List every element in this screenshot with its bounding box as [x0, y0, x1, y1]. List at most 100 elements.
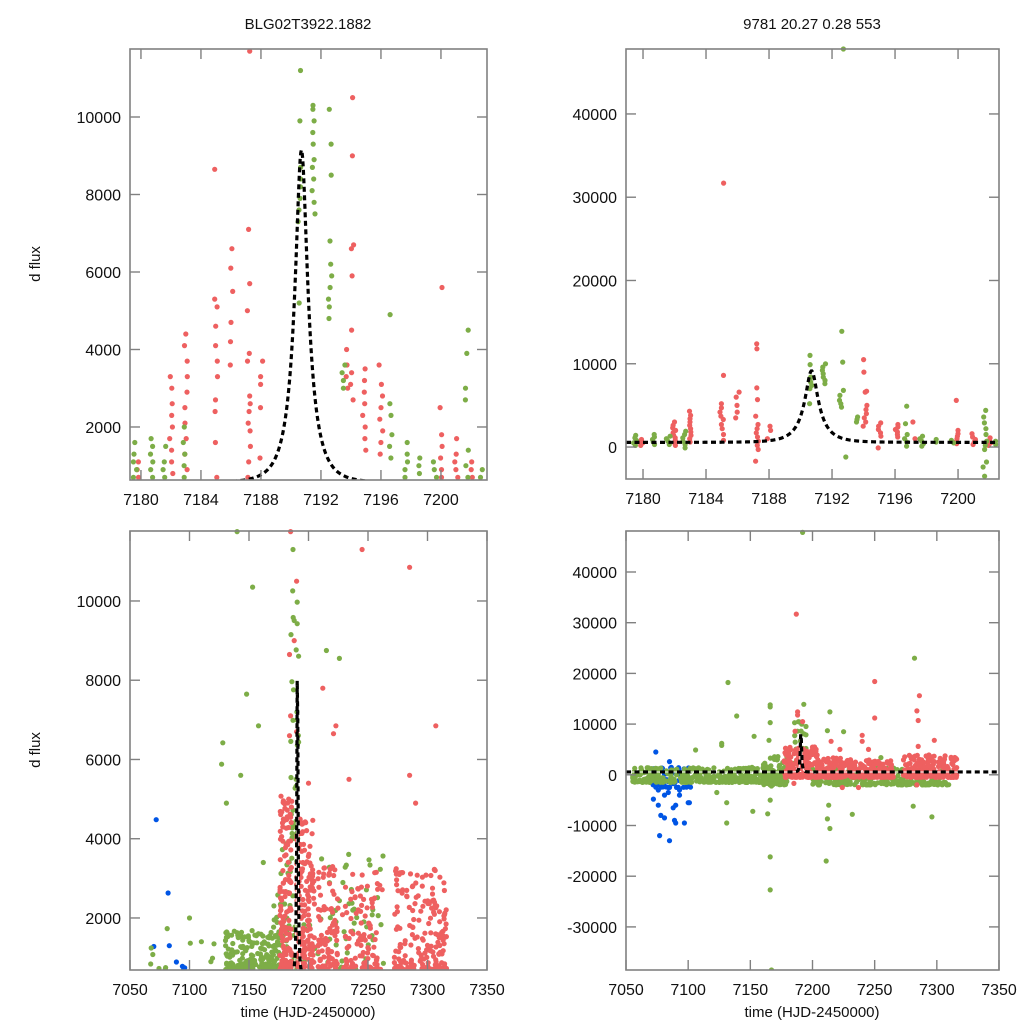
- data-point-red: [375, 886, 381, 892]
- data-point-blue: [676, 792, 683, 798]
- data-point-red: [671, 419, 678, 425]
- data-point-green: [134, 467, 140, 473]
- data-point-red: [317, 957, 323, 963]
- y-tick-label: 2000: [85, 911, 121, 928]
- data-point-green: [826, 802, 832, 808]
- y-axis-label: d flux: [27, 246, 44, 282]
- data-point-red: [359, 546, 365, 553]
- data-point-red: [309, 873, 316, 879]
- data-point-green: [657, 779, 664, 785]
- data-point-red: [433, 959, 439, 965]
- data-point-green: [258, 957, 264, 963]
- data-point-red: [438, 455, 444, 461]
- data-point-red: [369, 904, 375, 910]
- data-point-green: [839, 328, 845, 334]
- data-point-red: [411, 916, 417, 923]
- data-point-green: [902, 421, 909, 427]
- data-point-red: [309, 831, 315, 837]
- data-point-red: [283, 960, 289, 966]
- data-point-red: [258, 374, 264, 380]
- data-point-green: [258, 945, 264, 951]
- data-point-green: [904, 443, 910, 449]
- data-point-green: [404, 451, 410, 457]
- data-point-red: [169, 385, 175, 391]
- data-point-green: [181, 463, 187, 469]
- data-point-red: [442, 926, 448, 932]
- data-point-red: [214, 374, 221, 380]
- data-point-red: [280, 938, 286, 944]
- data-point-green: [682, 777, 688, 783]
- data-point-red: [442, 934, 448, 940]
- data-point-green: [651, 431, 657, 438]
- data-point-red: [344, 959, 350, 965]
- data-point-green: [724, 820, 730, 826]
- data-point-red: [330, 864, 336, 870]
- data-point-green: [929, 814, 935, 820]
- data-point-green: [911, 655, 918, 661]
- data-point-green: [255, 950, 261, 957]
- data-point-green: [310, 129, 316, 136]
- data-point-red: [288, 963, 294, 969]
- data-point-green: [180, 439, 186, 446]
- data-point-green: [238, 772, 244, 778]
- data-point-red: [245, 420, 251, 426]
- data-point-red: [987, 435, 993, 441]
- data-point-red: [900, 757, 907, 763]
- data-point-red: [393, 866, 399, 872]
- data-point-red: [279, 809, 285, 815]
- data-point-green: [341, 929, 347, 935]
- y-tick-label: 10000: [573, 357, 618, 374]
- data-point-green: [244, 691, 250, 697]
- data-point-green: [824, 728, 831, 734]
- data-point-red: [794, 773, 800, 780]
- data-point-green: [224, 929, 230, 935]
- data-point-red: [788, 774, 794, 780]
- data-point-green: [983, 431, 989, 438]
- y-tick-label: 4000: [85, 832, 121, 849]
- data-point-green: [235, 935, 241, 941]
- data-point-blue: [661, 792, 668, 798]
- data-points: [626, 46, 999, 479]
- data-point-green: [983, 459, 990, 465]
- data-point-red: [247, 393, 253, 399]
- data-point-red: [393, 948, 399, 954]
- data-point-green: [339, 958, 345, 964]
- data-point-green: [311, 199, 317, 205]
- data-point-green: [807, 362, 813, 368]
- data-point-green: [827, 709, 833, 715]
- data-point-green: [289, 679, 295, 685]
- data-point-red: [311, 944, 317, 950]
- data-point-red: [878, 420, 884, 426]
- data-point-green: [272, 933, 278, 939]
- data-point-green: [223, 800, 229, 806]
- data-point-green: [689, 774, 696, 781]
- data-point-red: [246, 226, 252, 232]
- data-point-red: [406, 904, 412, 911]
- data-point-red: [413, 880, 419, 886]
- data-point-red: [361, 377, 368, 384]
- data-point-red: [360, 412, 366, 418]
- data-point-red: [301, 942, 307, 948]
- data-point-green: [904, 779, 910, 785]
- data-point-green: [182, 451, 188, 457]
- data-point-green: [333, 942, 339, 948]
- data-point-red: [916, 693, 923, 699]
- data-point-red: [910, 419, 916, 425]
- data-point-green: [297, 67, 304, 74]
- data-point-green: [807, 401, 813, 407]
- data-point-red: [283, 817, 290, 823]
- data-point-green: [290, 546, 296, 553]
- data-point-red: [244, 358, 251, 364]
- data-point-red: [288, 847, 294, 853]
- data-point-green: [463, 463, 469, 469]
- data-point-green: [888, 781, 894, 787]
- data-point-red: [433, 944, 439, 950]
- data-point-red: [718, 401, 725, 407]
- data-point-red: [803, 754, 809, 761]
- data-point-green: [982, 473, 988, 479]
- data-point-red: [334, 961, 340, 967]
- data-point-red: [365, 956, 371, 962]
- data-point-red: [426, 920, 432, 927]
- data-point-red: [721, 180, 727, 186]
- data-point-red: [278, 793, 284, 799]
